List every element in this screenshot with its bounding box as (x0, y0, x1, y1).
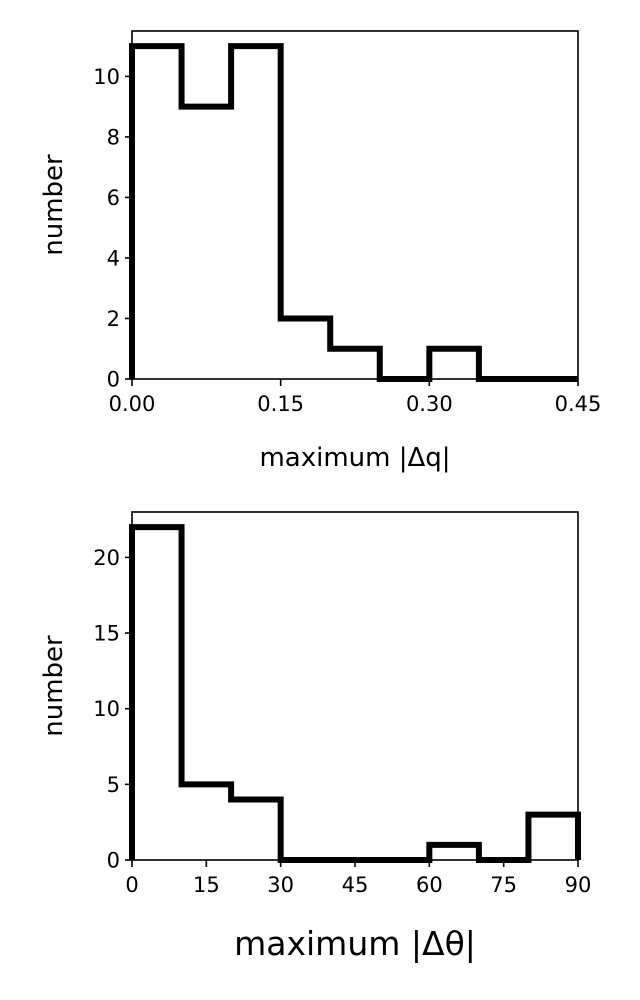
x-axis-label: maximum |Δθ| (234, 924, 476, 963)
x-tick-label: 0.45 (555, 392, 602, 416)
y-tick-label: 20 (93, 546, 120, 570)
x-tick-label: 60 (416, 873, 443, 897)
y-tick-label: 0 (107, 849, 120, 873)
y-tick-label: 10 (93, 65, 120, 89)
y-tick-label: 4 (107, 246, 120, 270)
x-tick-label: 0 (125, 873, 138, 897)
x-tick-label: 0.00 (109, 392, 156, 416)
plot-frame (131, 30, 579, 380)
x-tick-label: 75 (490, 873, 517, 897)
x-tick-label: 90 (565, 873, 592, 897)
x-tick-label: 0.30 (406, 392, 453, 416)
y-tick-label: 10 (93, 697, 120, 721)
y-tick-label: 5 (107, 773, 120, 797)
y-tick-label: 0 (107, 368, 120, 392)
y-tick-label: 6 (107, 186, 120, 210)
y-axis-label: number (39, 635, 69, 737)
x-tick-label: 45 (342, 873, 369, 897)
x-tick-label: 30 (267, 873, 294, 897)
delta-theta-histogram: 0 15 30 45 60 75 90 0 5 10 15 20 maximum |Δθ| number (39, 511, 592, 963)
histogram-step-outline (129, 43, 578, 382)
plot-frame (131, 511, 579, 861)
histogram-step-outline (129, 524, 581, 863)
y-tick-label: 8 (107, 125, 120, 149)
y-tick-label: 2 (107, 307, 120, 331)
y-axis-label: number (39, 154, 69, 256)
x-tick-label: 0.15 (257, 392, 304, 416)
x-tick-label: 15 (193, 873, 220, 897)
delta-q-histogram: 0.00 0.15 0.30 0.45 0 2 4 6 8 10 maximum |Δq| numbe… (39, 30, 602, 473)
x-axis-label: maximum |Δq| (259, 443, 450, 473)
y-tick-label: 15 (93, 622, 120, 646)
